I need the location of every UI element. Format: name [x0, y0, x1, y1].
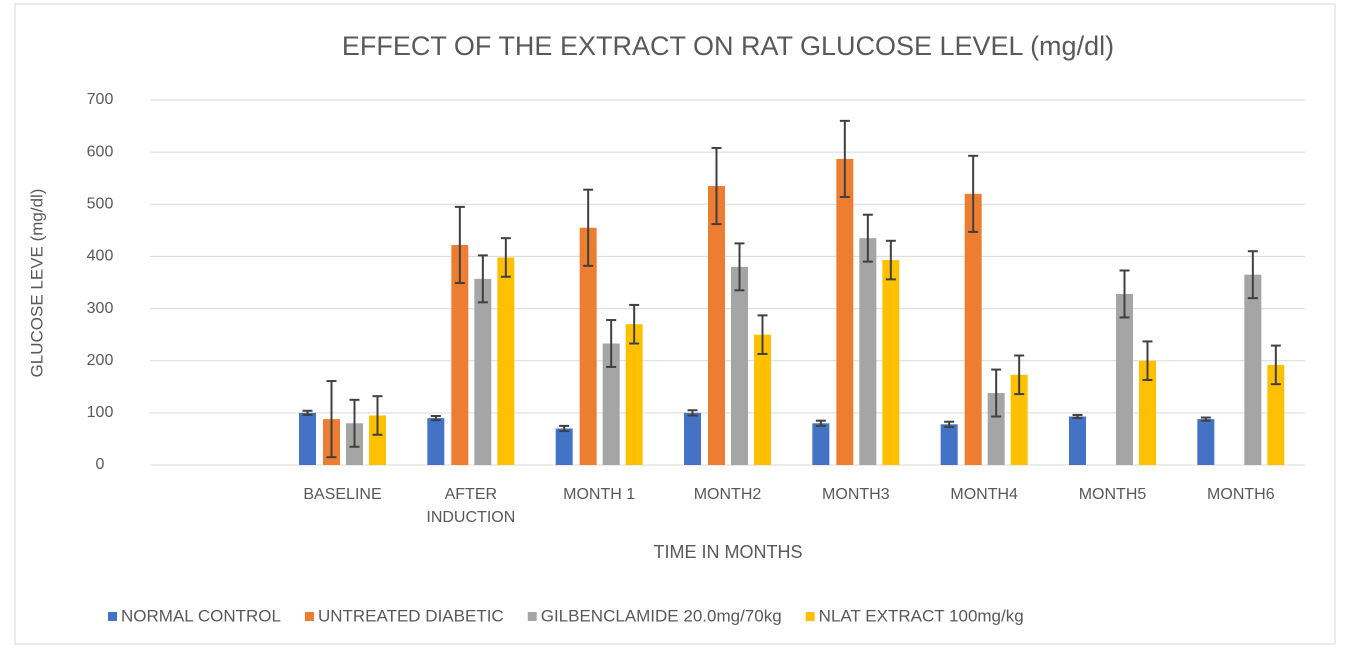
- error-bar: [1014, 354, 1025, 396]
- bar: [1069, 416, 1086, 465]
- bar: [684, 412, 701, 465]
- bar: [474, 278, 492, 465]
- error-bar: [991, 368, 1002, 418]
- bar: [731, 266, 748, 465]
- bar: [299, 412, 316, 465]
- error-bar: [687, 409, 698, 417]
- y-tick-label: 300: [87, 300, 114, 317]
- error-bar: [734, 242, 745, 292]
- error-bar: [500, 237, 511, 278]
- bar: [1244, 274, 1262, 465]
- legend-swatch: [527, 612, 537, 621]
- bar: [369, 415, 386, 465]
- error-bar: [477, 254, 488, 304]
- error-bar: [349, 398, 360, 448]
- legend-swatch: [805, 612, 815, 621]
- error-bar: [629, 303, 640, 345]
- error-bar: [559, 424, 570, 433]
- y-tick-label: 100: [87, 404, 114, 421]
- bar: [497, 257, 515, 465]
- error-bar: [944, 420, 955, 428]
- bar: [859, 238, 877, 465]
- error-bar: [757, 314, 768, 355]
- bar: [812, 423, 830, 465]
- error-bar: [326, 380, 337, 459]
- y-tick-label: 0: [96, 456, 105, 473]
- y-axis-label: GLUCOSE LEVE (mg/dl): [27, 189, 46, 378]
- x-tick-label: BASELINE: [303, 486, 381, 503]
- x-axis-label: TIME IN MONTHS: [654, 542, 803, 562]
- legend-swatch: [304, 612, 314, 621]
- bar: [708, 186, 725, 466]
- bar: [882, 260, 900, 465]
- bar: [451, 244, 469, 465]
- bar: [602, 343, 620, 465]
- bar: [1010, 374, 1028, 465]
- y-tick-label: 200: [87, 352, 114, 369]
- bar: [1267, 364, 1285, 465]
- bar: [1116, 293, 1133, 465]
- x-tick-label: AFTER INDUCTION: [426, 486, 515, 526]
- x-tick-label: MONTH6: [1207, 486, 1275, 503]
- legend-label: UNTREATED DIABETIC: [318, 606, 504, 625]
- legend-label: NORMAL CONTROL: [121, 606, 281, 625]
- error-bar: [583, 188, 594, 267]
- x-tick-label: MONTH5: [1079, 486, 1147, 503]
- bar: [427, 418, 445, 465]
- bar: [555, 428, 573, 465]
- error-bar: [1142, 340, 1153, 382]
- bar: [1139, 360, 1156, 465]
- y-tick-label: 600: [87, 143, 114, 160]
- bar: [579, 227, 597, 465]
- x-tick-label: MONTH 1: [563, 486, 635, 503]
- bar: [964, 193, 982, 465]
- error-bar: [302, 409, 313, 416]
- error-bar: [711, 146, 722, 226]
- error-bar: [606, 319, 617, 368]
- legend-label: NLAT EXTRACT 100mg/kg: [819, 606, 1024, 625]
- bar: [940, 424, 958, 465]
- bar: [754, 334, 771, 465]
- bar: [987, 393, 1005, 465]
- error-bar: [372, 395, 383, 436]
- y-tick-label: 500: [87, 196, 114, 213]
- error-bar: [1247, 250, 1258, 300]
- bar: [1197, 419, 1215, 465]
- x-tick-label: MONTH4: [950, 486, 1018, 503]
- error-bar: [454, 205, 465, 285]
- error-bar: [1119, 269, 1130, 319]
- chart-border: [14, 3, 1336, 645]
- x-tick-label: MONTH2: [694, 486, 762, 503]
- chart-title: EFFECT OF THE EXTRACT ON RAT GLUCOSE LEV…: [342, 31, 1114, 61]
- y-tick-label: 700: [87, 91, 114, 108]
- error-bar: [815, 419, 826, 427]
- error-bar: [968, 154, 979, 233]
- error-bar: [1200, 416, 1211, 422]
- error-bar: [1072, 413, 1083, 420]
- error-bar: [430, 414, 441, 422]
- legend-label: GILBENCLAMIDE 20.0mg/70kg: [541, 606, 782, 625]
- error-bar: [862, 213, 873, 263]
- legend-swatch: [108, 612, 117, 621]
- x-tick-label: MONTH3: [822, 486, 890, 503]
- y-tick-label: 400: [87, 248, 114, 265]
- error-bar: [839, 119, 850, 198]
- bar: [836, 158, 854, 465]
- error-bar: [1270, 344, 1281, 386]
- bar: [625, 324, 643, 465]
- error-bar: [885, 239, 896, 281]
